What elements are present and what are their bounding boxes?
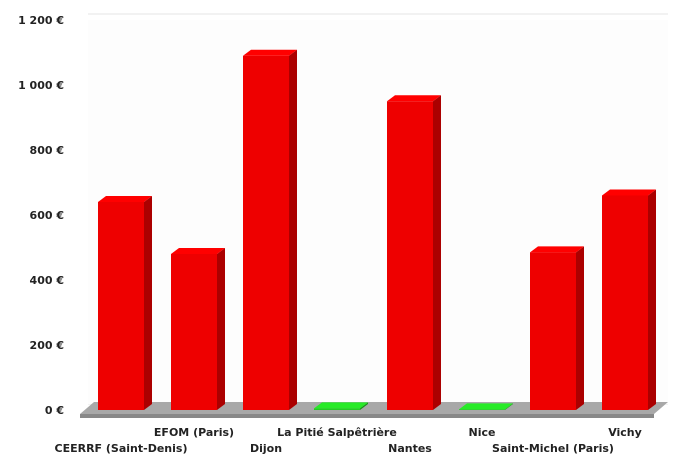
- bar-front: [98, 202, 144, 410]
- y-axis-tick-labels: 0 € 200 € 400 € 600 € 800 € 1 000 € 1 200 €: [18, 14, 64, 417]
- bar-top: [459, 403, 513, 410]
- bar-front: [530, 252, 576, 410]
- bar-top: [314, 402, 368, 409]
- bar-side: [217, 248, 225, 410]
- bar-side: [144, 196, 152, 410]
- bar-top: [530, 246, 584, 253]
- bar: [387, 95, 441, 410]
- bar-front: [314, 408, 360, 410]
- bars: [98, 49, 656, 410]
- bar: [243, 49, 297, 410]
- category-label: Nice: [469, 426, 496, 439]
- bar-front: [243, 55, 289, 410]
- x-axis-category-labels: CEERRF (Saint-Denis) EFOM (Paris) Dijon La …: [55, 426, 642, 455]
- bar-side: [360, 402, 368, 410]
- y-tick-label: 0 €: [45, 404, 64, 417]
- category-label: EFOM (Paris): [154, 426, 234, 439]
- bar-top: [171, 248, 225, 254]
- category-label: Dijon: [250, 442, 282, 455]
- bar: [314, 402, 368, 410]
- category-label: Vichy: [608, 426, 642, 439]
- bar: [171, 248, 225, 410]
- y-tick-label: 1 200 €: [18, 14, 64, 27]
- bar-front: [459, 409, 505, 410]
- bar-top: [98, 196, 152, 202]
- bar-side: [433, 95, 441, 410]
- floor-edge: [80, 414, 654, 418]
- bar-side: [648, 189, 656, 410]
- bar: [98, 196, 152, 410]
- category-label: CEERRF (Saint-Denis): [55, 442, 188, 455]
- category-label: La Pitié Salpêtrière: [277, 426, 397, 439]
- bar: [459, 403, 513, 410]
- bar-side: [576, 246, 584, 410]
- category-label: Nantes: [388, 442, 432, 455]
- bar-front: [387, 101, 433, 410]
- y-tick-label: 800 €: [30, 144, 64, 157]
- category-label: Saint-Michel (Paris): [492, 442, 614, 455]
- chart-floor: [80, 402, 668, 418]
- bar-side: [289, 49, 297, 410]
- bar-top: [602, 189, 656, 196]
- bar: [530, 246, 584, 410]
- y-tick-label: 1 000 €: [18, 79, 64, 92]
- y-tick-label: 600 €: [30, 209, 64, 222]
- y-tick-label: 200 €: [30, 339, 64, 352]
- bar-side: [505, 403, 513, 410]
- bar-front: [602, 195, 648, 410]
- bar-front: [171, 254, 217, 410]
- y-tick-label: 400 €: [30, 274, 64, 287]
- bar-top: [387, 95, 441, 102]
- bar: [602, 189, 656, 410]
- bar-top: [243, 49, 297, 56]
- floor-plane: [80, 402, 668, 414]
